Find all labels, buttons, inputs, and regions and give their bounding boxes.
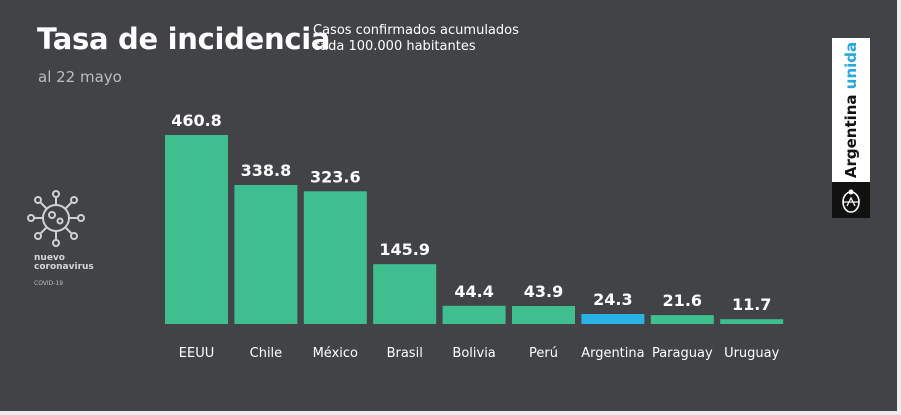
bar-eeuu xyxy=(165,135,228,324)
value-label: 145.9 xyxy=(379,240,430,259)
bar-chile xyxy=(234,185,298,324)
value-label: 338.8 xyxy=(241,161,292,180)
value-label: 323.6 xyxy=(310,167,361,186)
badge-word-argentina: Argentina xyxy=(842,94,860,179)
covid-logo: nuevo coronavirus COVID-19 xyxy=(26,188,94,288)
date-label: al 22 mayo xyxy=(38,68,122,86)
bar-uruguay xyxy=(720,319,784,324)
bar-brasil xyxy=(373,264,437,324)
chart-subtitle: Casos confirmados acumulados cada 100.00… xyxy=(313,23,519,55)
badge-text: Argentina unida xyxy=(842,42,860,178)
category-label: EEUU xyxy=(179,346,214,361)
category-label: Paraguay xyxy=(652,346,713,361)
covid-logo-line-1: nuevo xyxy=(34,253,65,263)
value-label: 11.7 xyxy=(732,295,771,314)
bar-paraguay xyxy=(650,315,714,324)
category-label: Perú xyxy=(529,346,558,361)
bar-argentina xyxy=(581,314,645,324)
value-label: 43.9 xyxy=(524,282,563,301)
category-label: Bolivia xyxy=(452,346,495,361)
value-label: 24.3 xyxy=(593,290,632,309)
value-label: 460.8 xyxy=(171,111,222,130)
page-title: Tasa de incidencia xyxy=(37,22,331,56)
coronavirus-icon xyxy=(27,190,85,247)
argentina-coat-of-arms-icon xyxy=(842,189,860,213)
category-label: Uruguay xyxy=(724,346,780,361)
bar-perú xyxy=(512,306,575,324)
bar-méxico xyxy=(303,191,367,324)
subtitle-line-1: Casos confirmados acumulados xyxy=(313,23,519,38)
category-label: Chile xyxy=(250,346,283,361)
category-label: Argentina xyxy=(581,346,644,361)
covid-logo-text: nuevo coronavirus xyxy=(34,254,94,272)
argentina-unida-badge: Argentina unida xyxy=(832,38,870,218)
badge-word-unida: unida xyxy=(842,41,860,90)
covid-logo-line-2: coronavirus xyxy=(34,262,94,272)
subtitle-line-2: cada 100.000 habitantes xyxy=(313,39,476,54)
covid-logo-subtext: COVID-19 xyxy=(34,280,64,287)
badge-text-panel: Argentina unida xyxy=(832,38,870,182)
value-label: 21.6 xyxy=(663,291,702,310)
bar-bolivia xyxy=(442,305,506,324)
value-label: 44.4 xyxy=(454,282,493,301)
category-label: México xyxy=(313,346,358,361)
category-label: Brasil xyxy=(387,346,423,361)
